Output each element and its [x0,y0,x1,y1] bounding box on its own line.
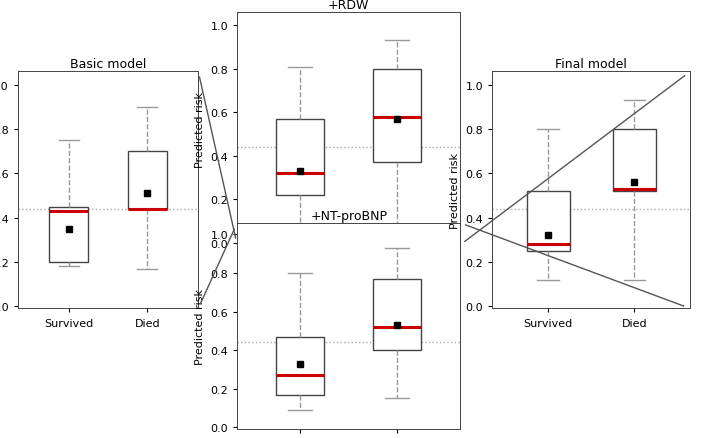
Title: Final model: Final model [555,58,627,71]
PathPatch shape [373,279,421,350]
Title: +RDW: +RDW [328,0,370,12]
PathPatch shape [276,337,324,395]
PathPatch shape [127,152,167,209]
PathPatch shape [527,192,570,251]
Y-axis label: Predicted risk: Predicted risk [450,152,459,229]
Y-axis label: Predicted risk: Predicted risk [195,288,205,364]
PathPatch shape [49,207,88,262]
Y-axis label: Predicted risk: Predicted risk [195,91,205,167]
PathPatch shape [373,70,421,163]
Title: +NT-proBNP: +NT-proBNP [310,209,387,222]
PathPatch shape [276,120,324,195]
PathPatch shape [612,130,656,192]
Title: Basic model: Basic model [70,58,146,71]
